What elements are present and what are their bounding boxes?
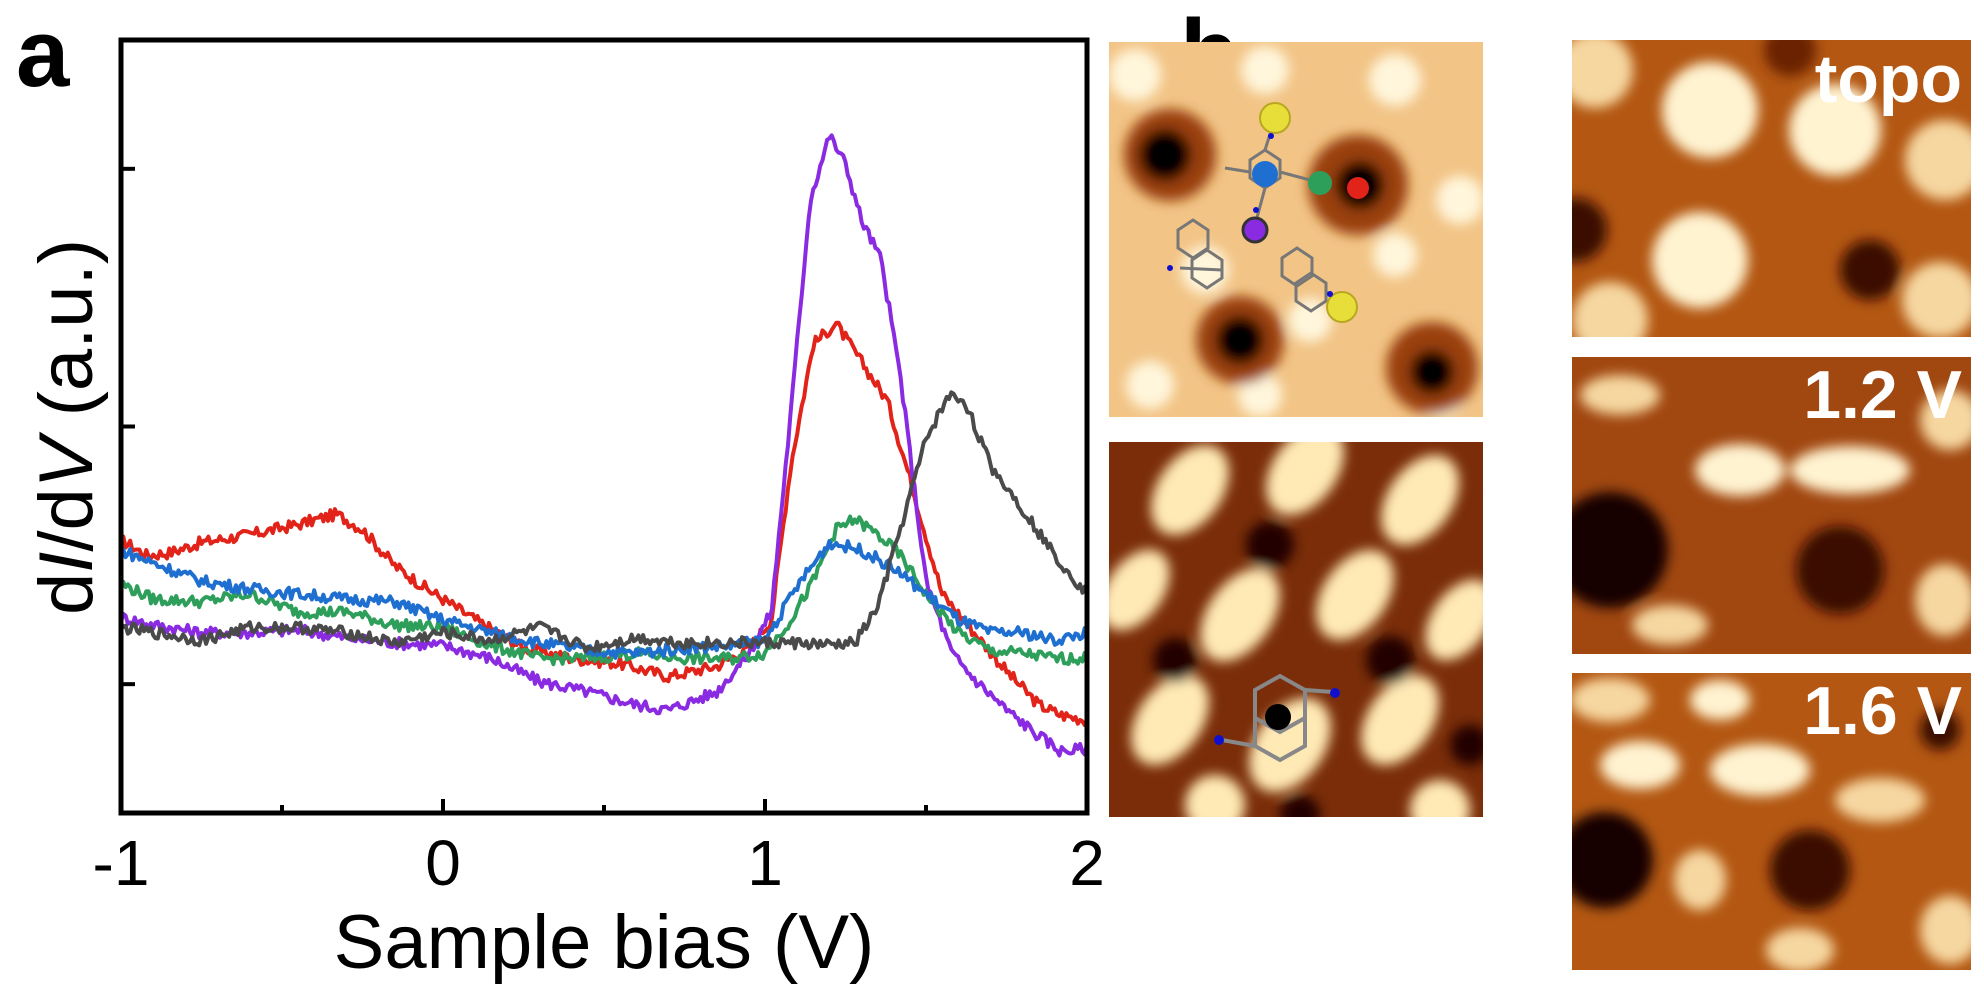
x-tick-label: -1	[93, 827, 150, 899]
x-axis-label: Sample bias (V)	[334, 900, 875, 985]
x-tick-label: 0	[425, 827, 461, 899]
stm-image-topo: topo	[1572, 40, 1971, 337]
marker-green	[1308, 171, 1332, 195]
x-tick-label: 2	[1069, 827, 1105, 899]
marker-purple	[1241, 216, 1269, 244]
gap-1	[1572, 337, 1971, 357]
chart-series-group	[119, 133, 1089, 758]
chart-ticks-group	[119, 166, 1089, 813]
plot-frame	[118, 37, 1090, 816]
y-axis-label: dI/dV (a.u.)	[24, 239, 109, 615]
series-line-2	[119, 133, 1089, 758]
chart-ticklabels-group: -1 0 1 2	[93, 827, 1105, 899]
x-tick-label: 1	[747, 827, 783, 899]
marker-sulfur-1	[1259, 102, 1291, 134]
molecule-model-bottom	[1221, 673, 1334, 763]
stm-image-1p6v: 1.6 V	[1572, 673, 1971, 970]
series-line-4	[120, 539, 1088, 660]
stm-image-a-bottom	[1109, 442, 1483, 817]
marker-sulfur-2	[1326, 291, 1358, 323]
marker-blue	[1252, 161, 1278, 187]
stm-image-1p2v: 1.2 V	[1572, 357, 1971, 654]
series-line-5	[119, 390, 1089, 654]
label-1p6v: 1.6 V	[1803, 673, 1962, 749]
series-line-1	[120, 320, 1089, 728]
didv-chart: -1 0 1 2 Sample bias (V) dI/dV (a.u.)	[24, 37, 1105, 985]
marker-red	[1347, 177, 1369, 199]
label-topo: topo	[1815, 41, 1962, 117]
marker-black	[1265, 704, 1291, 730]
label-1p2v: 1.2 V	[1803, 357, 1962, 433]
panel-label-a: a	[16, 0, 70, 107]
gap-2	[1572, 654, 1971, 673]
stm-image-a-top	[1109, 42, 1483, 417]
